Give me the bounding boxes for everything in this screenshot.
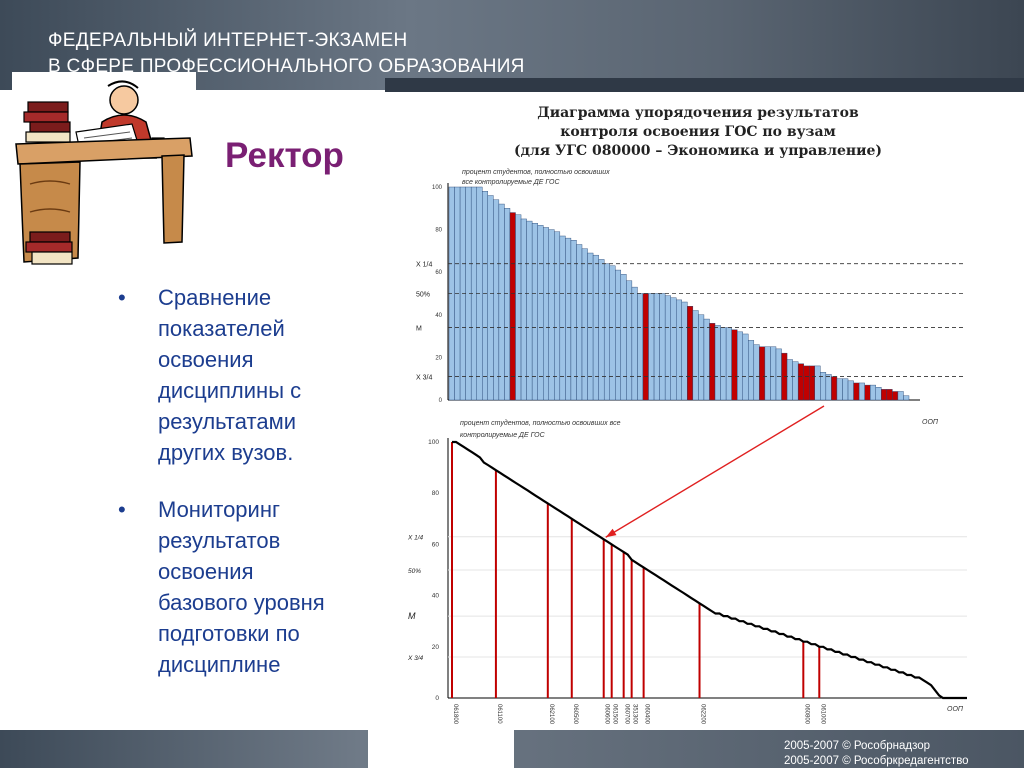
chart-title-line3: (для УГС 080000 – Экономика и управление… (513, 143, 883, 159)
bullet-text-comparison: Сравнение показателей освоения дисциплин… (158, 285, 302, 465)
footer-gap (368, 730, 514, 768)
bullet-item: • Сравнение показателей освоения дисципл… (118, 282, 380, 468)
bullet-marker: • (118, 285, 126, 310)
chart-figure-panel (385, 92, 992, 728)
bullet-text-monitoring: Мониторинг результатов освоения базового… (158, 497, 325, 677)
copyright-line2: 2005-2007 © Рособркредагентство (784, 755, 969, 767)
role-title: Ректор (225, 136, 344, 175)
bullet-item: • Мониторинг результатов освоения базово… (118, 494, 380, 680)
bullet-marker: • (118, 497, 126, 522)
chart-title: Диаграмма упорядочения результатов контр… (478, 104, 918, 161)
bullet-list: • Сравнение показателей освоения дисципл… (118, 282, 380, 706)
slide-title-line2: В СФЕРЕ ПРОФЕССИОНАЛЬНОГО ОБРАЗОВАНИЯ (48, 56, 525, 77)
chart-title-line1: Диаграмма упорядочения результатов (537, 105, 859, 121)
rector-clipart (12, 72, 196, 282)
header-accent-strip (385, 78, 1024, 92)
chart-title-line2: контроля освоения ГОС по вузам (560, 124, 836, 140)
slide-title: ФЕДЕРАЛЬНЫЙ ИНТЕРНЕТ-ЭКЗАМЕН В СФЕРЕ ПРО… (48, 28, 525, 80)
copyright-line1: 2005-2007 © Рособрнадзор (784, 740, 931, 752)
slide-title-line1: ФЕДЕРАЛЬНЫЙ ИНТЕРНЕТ-ЭКЗАМЕН (48, 30, 408, 51)
copyright: 2005-2007 © Рособрнадзор 2005-2007 © Рос… (784, 739, 969, 769)
